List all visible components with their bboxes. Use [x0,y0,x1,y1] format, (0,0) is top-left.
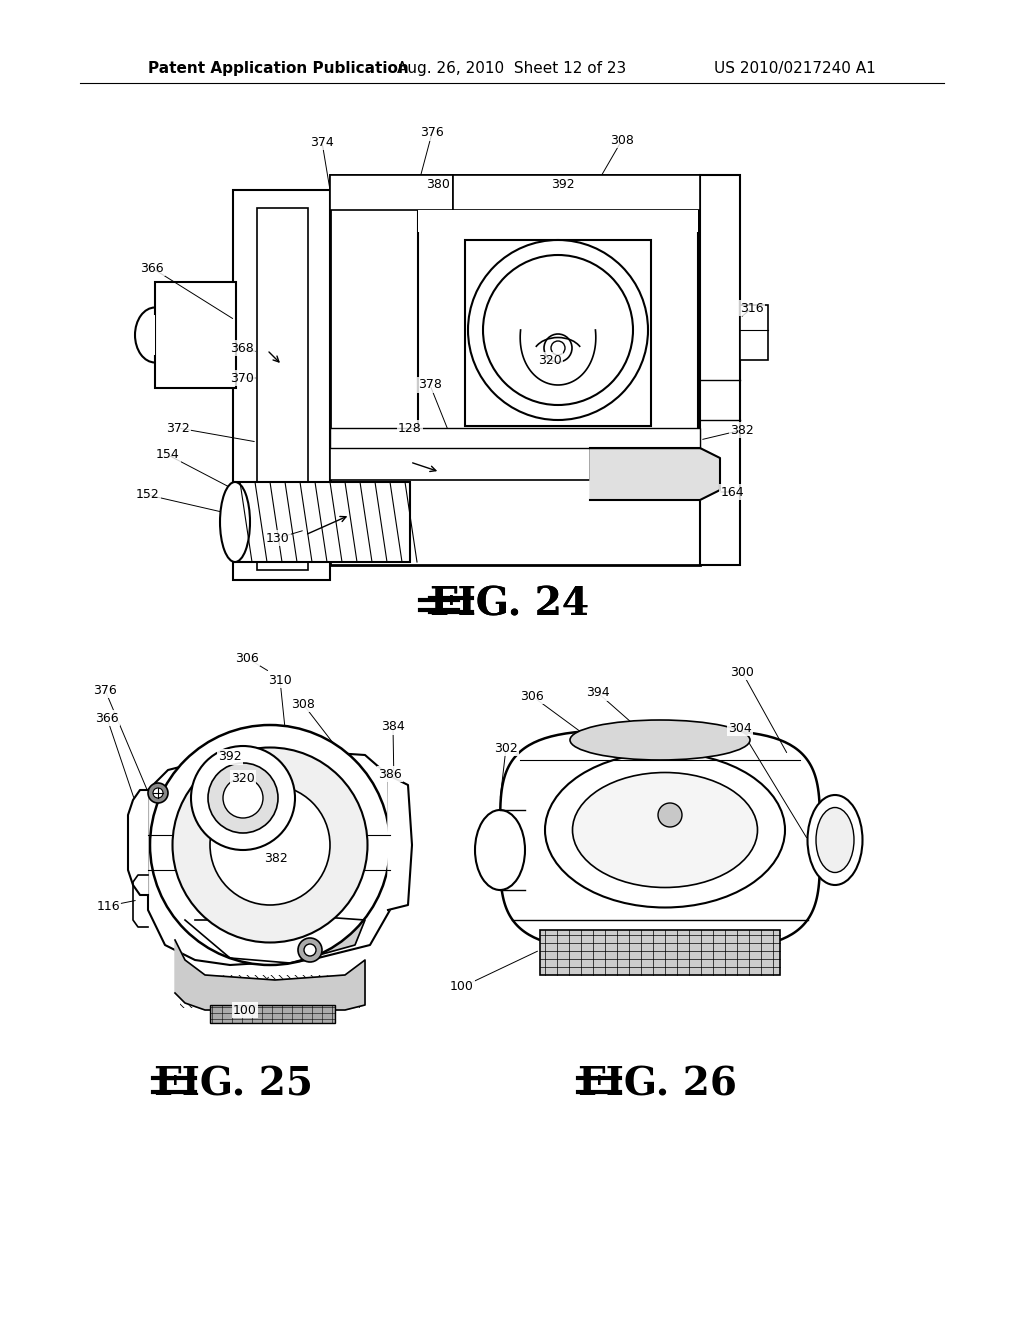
Text: Aug. 26, 2010  Sheet 12 of 23: Aug. 26, 2010 Sheet 12 of 23 [397,61,627,75]
Text: FIG. 25: FIG. 25 [154,1067,312,1104]
Polygon shape [185,915,365,964]
Text: 366: 366 [140,261,164,275]
Circle shape [208,763,278,833]
Bar [465,240,651,426]
Text: 128: 128 [398,421,422,434]
Ellipse shape [210,785,330,906]
Polygon shape [590,447,720,500]
Text: 368: 368 [230,342,254,355]
Text: US 2010/0217240 A1: US 2010/0217240 A1 [715,61,876,75]
Text: 308: 308 [610,133,634,147]
Ellipse shape [220,482,250,562]
Text: 382: 382 [264,851,288,865]
Bar [330,176,453,210]
Circle shape [544,334,572,362]
Text: 310: 310 [268,673,292,686]
Text: 320: 320 [231,771,255,784]
Text: 394: 394 [586,686,610,700]
Text: 306: 306 [520,689,544,702]
Text: 302: 302 [495,742,518,755]
Text: 376: 376 [93,684,117,697]
Ellipse shape [816,808,854,873]
Text: 100: 100 [233,1003,257,1016]
Circle shape [148,783,168,803]
Text: 116: 116 [96,899,120,912]
Wedge shape [135,315,155,355]
Text: 366: 366 [95,711,119,725]
Text: 306: 306 [236,652,259,664]
Text: 374: 374 [310,136,334,149]
Text: 370: 370 [230,371,254,384]
Text: 300: 300 [730,665,754,678]
Circle shape [223,777,263,818]
Ellipse shape [572,772,758,887]
Ellipse shape [172,747,368,942]
Bar [330,428,700,447]
Text: 304: 304 [728,722,752,734]
Ellipse shape [570,719,750,760]
Polygon shape [128,789,148,895]
Bar [418,210,698,232]
Ellipse shape [808,795,862,884]
Circle shape [483,255,633,405]
Text: 392: 392 [551,178,574,191]
Text: 380: 380 [426,178,450,191]
Bar [210,1005,335,1023]
Text: FIG. 24: FIG. 24 [430,586,590,624]
Polygon shape [500,730,820,950]
Circle shape [298,939,322,962]
Text: 372: 372 [166,421,189,434]
Bar [233,190,330,579]
Polygon shape [175,940,365,1010]
Text: 386: 386 [378,767,401,780]
Bar [155,282,236,388]
Text: 376: 376 [420,127,443,140]
Bar [540,931,780,975]
Bar [453,176,700,210]
Text: 384: 384 [381,721,404,734]
Text: 392: 392 [218,751,242,763]
Circle shape [304,944,316,956]
Polygon shape [388,775,412,909]
Text: 164: 164 [720,486,743,499]
Bar [234,482,410,562]
Bar [330,447,590,480]
Circle shape [153,788,163,799]
Polygon shape [148,750,390,965]
Text: 320: 320 [539,354,562,367]
Bar [700,176,740,565]
Polygon shape [520,330,596,385]
Circle shape [551,341,565,355]
Ellipse shape [545,752,785,908]
Text: 130: 130 [266,532,290,544]
Ellipse shape [475,810,525,890]
Text: 382: 382 [730,424,754,437]
Text: FIG. 26: FIG. 26 [579,1067,737,1104]
Text: 308: 308 [291,697,315,710]
Bar [740,305,768,360]
Circle shape [658,803,682,828]
Text: 154: 154 [156,449,180,462]
Text: 100: 100 [451,981,474,994]
Text: FIG. 24: FIG. 24 [430,586,590,624]
Text: 316: 316 [740,301,764,314]
Ellipse shape [150,725,390,965]
Text: 378: 378 [418,379,442,392]
Text: 152: 152 [136,488,160,502]
Circle shape [191,746,295,850]
Bar [418,210,698,430]
Text: Patent Application Publication: Patent Application Publication [148,61,409,75]
Bar [330,176,700,565]
Circle shape [468,240,648,420]
Bar [257,209,308,570]
